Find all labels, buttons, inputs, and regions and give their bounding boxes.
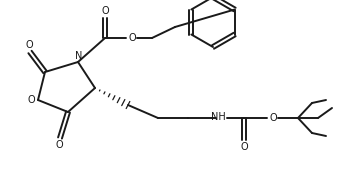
Text: O: O bbox=[128, 33, 136, 43]
Text: O: O bbox=[101, 6, 109, 16]
Text: O: O bbox=[55, 140, 63, 150]
Text: O: O bbox=[25, 40, 33, 50]
Text: N: N bbox=[75, 51, 83, 61]
Text: O: O bbox=[269, 113, 277, 123]
Text: O: O bbox=[27, 95, 35, 105]
Text: NH: NH bbox=[210, 112, 225, 122]
Text: O: O bbox=[240, 142, 248, 152]
